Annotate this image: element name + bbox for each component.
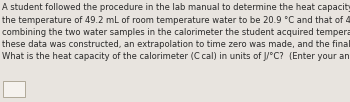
- FancyBboxPatch shape: [3, 81, 26, 97]
- Text: A student followed the procedure in the lab manual to determine the heat capacit: A student followed the procedure in the …: [2, 3, 350, 61]
